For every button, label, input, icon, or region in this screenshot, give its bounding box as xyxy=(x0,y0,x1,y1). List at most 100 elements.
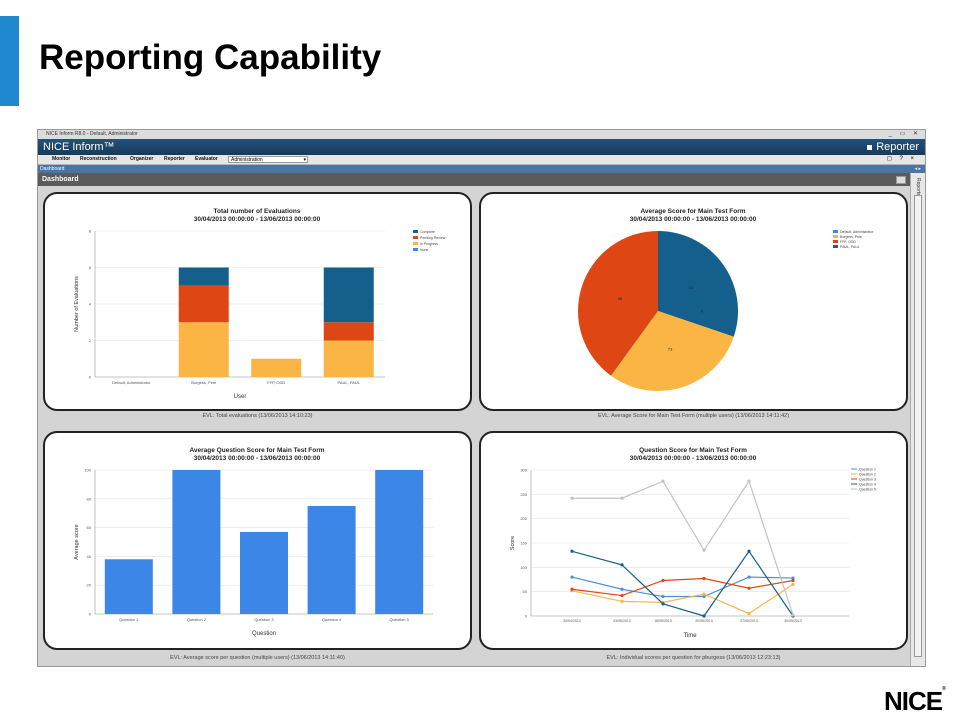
chart-panel-question-score: Question Score for Main Test Form 30/04/2… xyxy=(479,431,908,650)
caption-question-score: EVL: Individual scores per question for … xyxy=(606,655,781,661)
chart-panel-evaluations: Total number of Evaluations 30/04/2013 00… xyxy=(43,192,472,411)
window-title: NICE Inform R8.0 - Default, Administrato… xyxy=(46,131,138,137)
y-axis-label: Number of Evaluations xyxy=(74,276,80,332)
y-tick-label: 80 xyxy=(87,496,92,501)
app-brand: NICE Inform™ xyxy=(43,141,115,153)
legend-label: Question 2 xyxy=(859,473,876,477)
x-tick-label: FFP, ODD xyxy=(267,380,285,385)
window-titlebar: NICE Inform R8.0 - Default, Administrato… xyxy=(38,130,925,139)
dashboard-header: Dashboard xyxy=(38,173,910,186)
y-tick-label: 4 xyxy=(89,302,92,307)
chart-title: Average Score for Main Test Form xyxy=(640,208,745,215)
legend-swatch xyxy=(833,235,838,238)
data-point xyxy=(747,586,751,590)
bar-segment xyxy=(323,322,374,341)
data-point xyxy=(791,613,795,617)
x-tick-label: PAUL, PAUL xyxy=(337,380,360,385)
data-point xyxy=(620,599,624,603)
data-point xyxy=(702,614,706,618)
legend-swatch xyxy=(413,242,418,245)
x-tick-label: Question 5 xyxy=(390,617,410,622)
y-tick-label: 20 xyxy=(87,583,92,588)
bar-segment xyxy=(178,267,229,286)
legend-label: In Progress xyxy=(420,242,438,246)
data-point xyxy=(570,496,574,500)
logo-mark: ® xyxy=(942,686,946,692)
data-point xyxy=(661,594,665,599)
y-tick-label: 250 xyxy=(520,492,527,497)
menu-organizer[interactable]: Organizer xyxy=(130,156,154,162)
y-tick-label: 100 xyxy=(84,468,91,473)
data-point xyxy=(661,479,665,483)
legend-swatch xyxy=(413,248,418,251)
y-tick-label: 0 xyxy=(89,612,92,617)
data-point xyxy=(661,602,665,606)
pie-data-label: 0 xyxy=(701,309,704,314)
menu-evaluator[interactable]: Evaluator xyxy=(195,156,218,162)
legend-label: None xyxy=(420,248,428,252)
menu-right-icons[interactable]: ◻ ? × xyxy=(886,156,917,162)
chart-panel-question-average: Average Question Score for Main Test For… xyxy=(43,431,472,650)
menu-reconstruction[interactable]: Reconstruction xyxy=(80,156,117,162)
question-score-line-chart: Question Score for Main Test Form 30/04/2… xyxy=(510,447,876,639)
y-tick-label: 200 xyxy=(520,516,527,521)
series-line xyxy=(572,479,794,616)
breadcrumb-arrows[interactable]: ◂ ▸ xyxy=(914,166,921,172)
bar-segment xyxy=(323,340,374,377)
app-header: NICE Inform™ Reporter xyxy=(38,139,925,155)
legend-label: Question 5 xyxy=(859,488,876,492)
admin-dropdown-value: Administration xyxy=(231,157,263,163)
series-line xyxy=(571,577,794,597)
y-axis-label: Average score xyxy=(74,524,80,559)
y-tick-label: 8 xyxy=(89,229,92,234)
y-tick-label: 0 xyxy=(89,375,92,380)
data-point xyxy=(702,592,706,596)
x-tick-label: Burgess, Pete xyxy=(191,380,217,385)
reports-side-panel: Reports xyxy=(910,173,925,666)
y-tick-label: 300 xyxy=(520,468,527,473)
caption-evaluations: EVL: Total evaluations (13/06/2013 14:10… xyxy=(202,413,313,419)
data-point xyxy=(747,479,751,483)
legend-label: Question 3 xyxy=(859,478,876,482)
reports-tab[interactable]: Reports xyxy=(915,178,921,196)
menu-monitor[interactable]: Monitor xyxy=(52,156,71,162)
chart-panel-average-score: Average Score for Main Test Form 30/04/20… xyxy=(479,192,908,411)
x-tick-label: 27/05/2013 xyxy=(740,619,758,623)
x-tick-label: 16/05/2013 xyxy=(654,619,672,623)
chart-title: Question Score for Main Test Form xyxy=(639,447,747,454)
y-tick-label: 150 xyxy=(520,541,527,546)
breadcrumb-label[interactable]: Dashboard xyxy=(40,166,65,172)
chart-title: Total number of Evaluations xyxy=(214,208,301,215)
dashboard-title: Dashboard xyxy=(42,176,79,183)
breadcrumb: Dashboard ◂ ▸ xyxy=(38,165,925,173)
side-scrollbar[interactable] xyxy=(914,195,922,657)
x-tick-label: 30/04/2013 xyxy=(563,619,581,623)
bar xyxy=(307,506,356,614)
caption-question-average: EVL: Average score per question (multipl… xyxy=(170,655,345,661)
admin-dropdown[interactable]: Administration ▾ xyxy=(228,156,308,163)
data-point xyxy=(620,496,624,500)
window-controls[interactable]: _ ▭ ✕ xyxy=(888,131,921,137)
mail-icon[interactable] xyxy=(896,176,906,184)
x-axis-label: Time xyxy=(683,633,697,639)
menu-reporter[interactable]: Reporter xyxy=(164,156,185,162)
legend-label: FFP, ODD xyxy=(840,240,856,244)
data-point xyxy=(702,548,706,552)
y-tick-label: 40 xyxy=(87,554,92,559)
legend-swatch xyxy=(833,230,838,233)
x-tick-label: Question 2 xyxy=(187,617,207,622)
nice-logo: NICE® xyxy=(884,686,946,717)
pie-slice xyxy=(658,231,738,337)
bar xyxy=(375,470,424,614)
pie-slice xyxy=(578,231,658,376)
y-axis-label: Score xyxy=(510,536,516,550)
question-average-chart: Average Question Score for Main Test For… xyxy=(74,447,433,637)
data-point xyxy=(570,587,574,591)
bar-segment xyxy=(323,267,374,323)
y-tick-label: 0 xyxy=(525,614,528,619)
data-point xyxy=(570,549,574,553)
menu-bar: Monitor Reconstruction Organizer Reporte… xyxy=(38,155,925,165)
data-point xyxy=(702,594,706,599)
y-tick-label: 60 xyxy=(87,525,92,530)
